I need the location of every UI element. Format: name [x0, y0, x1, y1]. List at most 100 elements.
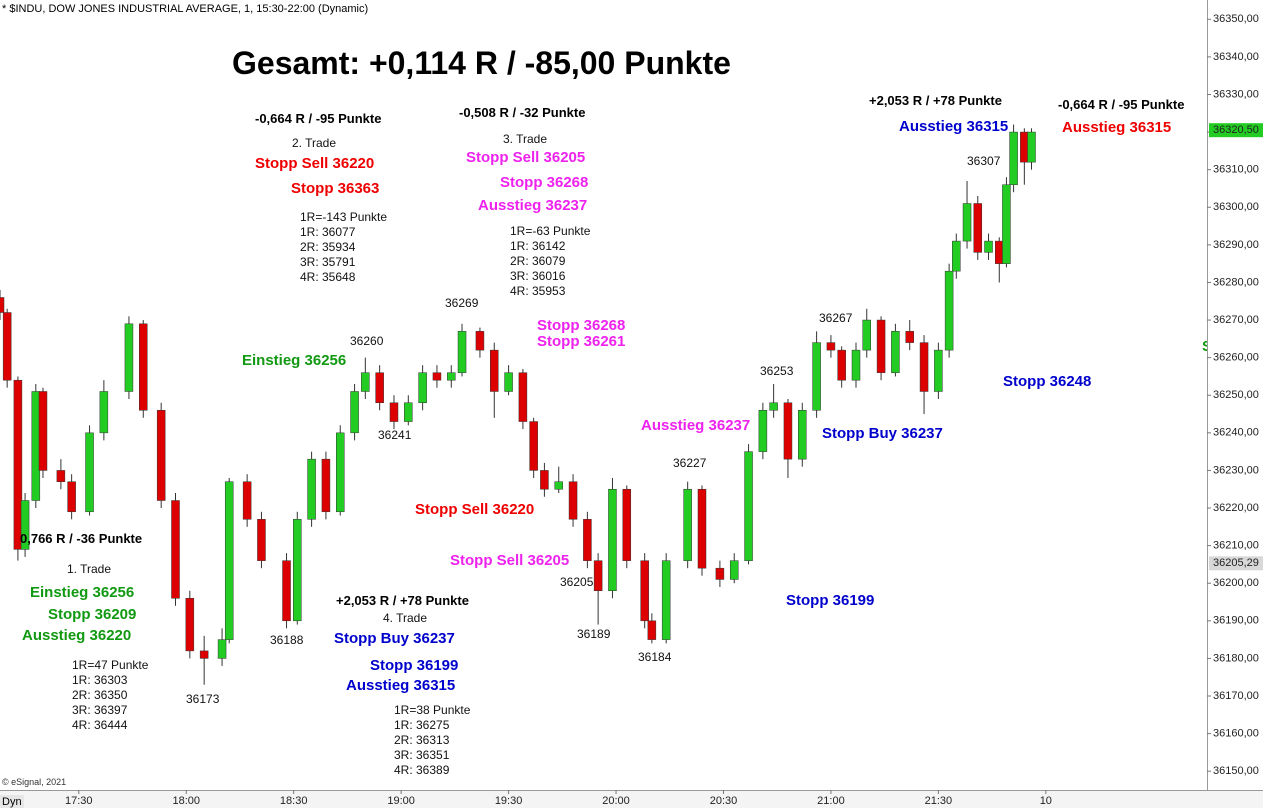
- candle-body: [171, 500, 180, 599]
- annotation: 1R=-63 Punkte: [510, 224, 591, 238]
- y-tick-label: 36350,00: [1213, 13, 1259, 25]
- candle-body: [919, 342, 929, 392]
- y-tick-label: 36210,00: [1213, 540, 1259, 552]
- candle-body: [1027, 131, 1036, 163]
- candle-body: [647, 620, 657, 640]
- candle-body: [490, 349, 499, 392]
- annotation: 2R: 36079: [510, 254, 566, 268]
- candle-body: [67, 481, 76, 513]
- candle-body: [568, 481, 578, 520]
- x-tick-label: 20:30: [710, 795, 738, 807]
- annotation: 3R: 36397: [72, 703, 128, 717]
- annotation: 36188: [270, 633, 304, 647]
- x-tick-label: 21:30: [925, 795, 953, 807]
- x-tick-label: 10: [1040, 795, 1052, 807]
- annotation: 2R: 35934: [300, 240, 356, 254]
- annotation: -0,664 R / -95 Punkte: [1058, 97, 1185, 112]
- annotation: 4R: 35953: [510, 284, 566, 298]
- annotation: 36184: [638, 650, 672, 664]
- candle-body: [85, 432, 94, 513]
- candle-body: [293, 519, 302, 622]
- candle-body: [321, 458, 331, 513]
- candle-body: [783, 402, 793, 460]
- candle-body: [185, 598, 195, 652]
- candle-body: [984, 240, 993, 253]
- time-axis-strip: [0, 790, 1263, 808]
- candle-body: [504, 372, 513, 392]
- annotation: 36307: [967, 154, 1001, 168]
- annotation: 0,766 R / -36 Punkte: [20, 531, 143, 546]
- annotation: 2R: 36350: [72, 688, 128, 702]
- chart-title: Gesamt: +0,114 R / -85,00 Punkte: [232, 45, 731, 81]
- annotation: Ausstieg 36220: [22, 627, 132, 644]
- price-tag-label: 36320,50: [1213, 124, 1259, 136]
- y-tick-label: 36230,00: [1213, 464, 1259, 476]
- candle-body: [962, 203, 972, 242]
- y-tick-label: 36170,00: [1213, 690, 1259, 702]
- candle-body: [518, 372, 528, 422]
- annotation: Einstieg 36256: [242, 352, 347, 369]
- annotation: Stopp 36268: [500, 174, 589, 191]
- candle-body: [447, 372, 456, 381]
- annotation: 4R: 36389: [394, 763, 450, 777]
- annotation: +2,053 R / +78 Punkte: [336, 593, 469, 608]
- y-tick-label: 36260,00: [1213, 352, 1259, 364]
- y-tick-label: 36180,00: [1213, 652, 1259, 664]
- y-tick-label: 36200,00: [1213, 577, 1259, 589]
- y-tick-label: 36340,00: [1213, 51, 1259, 63]
- candle-body: [715, 567, 725, 580]
- candle-body: [99, 391, 109, 434]
- candle-body: [404, 402, 413, 422]
- annotation: 2R: 36313: [394, 733, 450, 747]
- candle-body: [837, 349, 846, 381]
- candle-body: [593, 560, 603, 591]
- candle-body: [851, 349, 861, 381]
- annotation: Stopp 36209: [48, 606, 137, 623]
- annotation: Stopp 36199: [786, 592, 875, 609]
- candle-body: [758, 410, 768, 452]
- candle-body: [457, 331, 467, 373]
- annotation: Stopp Sell 36220: [255, 155, 375, 172]
- candle-body: [661, 560, 671, 640]
- candle-body: [812, 342, 821, 411]
- candle-body: [1002, 184, 1011, 264]
- y-tick-label: 36290,00: [1213, 239, 1259, 251]
- candle-body: [697, 488, 707, 569]
- annotation: 36241: [378, 428, 412, 442]
- y-tick-label: 36300,00: [1213, 201, 1259, 213]
- annotation: 4R: 35648: [300, 270, 356, 284]
- y-tick-label: 36190,00: [1213, 615, 1259, 627]
- y-tick-label: 36160,00: [1213, 728, 1259, 740]
- candle-body: [798, 410, 807, 460]
- y-tick-label: 36250,00: [1213, 389, 1259, 401]
- annotation: 36205: [560, 575, 594, 589]
- annotation: Stopp 36268: [537, 317, 626, 334]
- annotation: Stopp Sell 36220: [415, 501, 535, 518]
- candle-body: [973, 203, 983, 253]
- annotation: Stopp 36199: [370, 657, 459, 674]
- candle-body: [38, 391, 48, 471]
- candle-body: [336, 432, 345, 513]
- annotation: 1R: 36275: [394, 718, 450, 732]
- candle-body: [2, 312, 12, 381]
- annotation: Ausstieg 36315: [899, 118, 1009, 135]
- candle-body: [432, 372, 442, 381]
- annotation: 1R=-143 Punkte: [300, 210, 388, 224]
- candle-body: [944, 270, 954, 351]
- annotation: Ausstieg 36237: [478, 197, 588, 214]
- y-tick-label: 36220,00: [1213, 502, 1259, 514]
- annotation: Stopp Sell 36205: [466, 149, 586, 166]
- annotation: 36267: [819, 311, 853, 325]
- candle-body: [583, 519, 592, 561]
- annotation: Stopp 36363: [291, 180, 380, 197]
- y-tick-label: 36330,00: [1213, 88, 1259, 100]
- candle-body: [20, 500, 30, 550]
- candle-body: [199, 650, 209, 659]
- candle-body: [876, 319, 886, 373]
- y-tick-label: 36310,00: [1213, 164, 1259, 176]
- candle-body: [1020, 131, 1029, 163]
- annotation: Stopp 36261: [537, 333, 626, 350]
- mode-label[interactable]: Dyn: [0, 795, 24, 808]
